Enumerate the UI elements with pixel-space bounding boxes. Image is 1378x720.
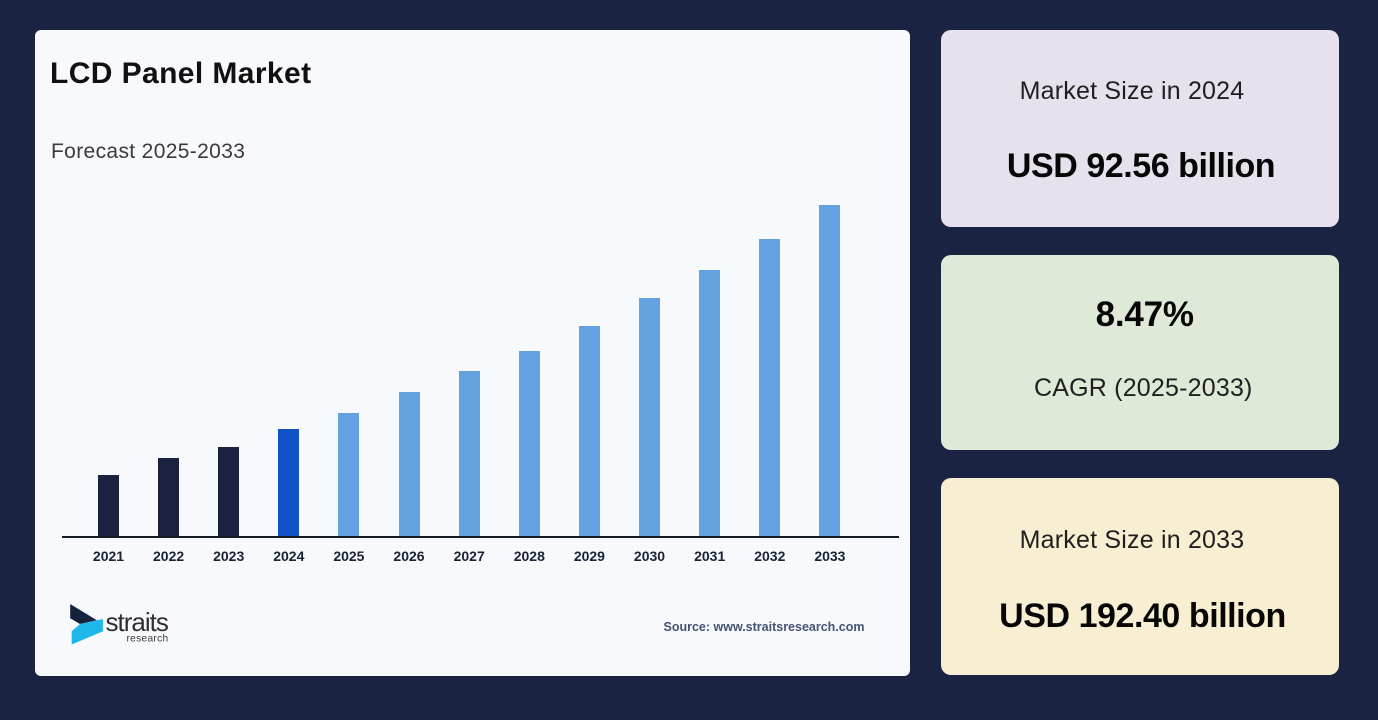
svg-text:research: research [126,633,168,644]
svg-text:straits: straits [106,607,169,637]
